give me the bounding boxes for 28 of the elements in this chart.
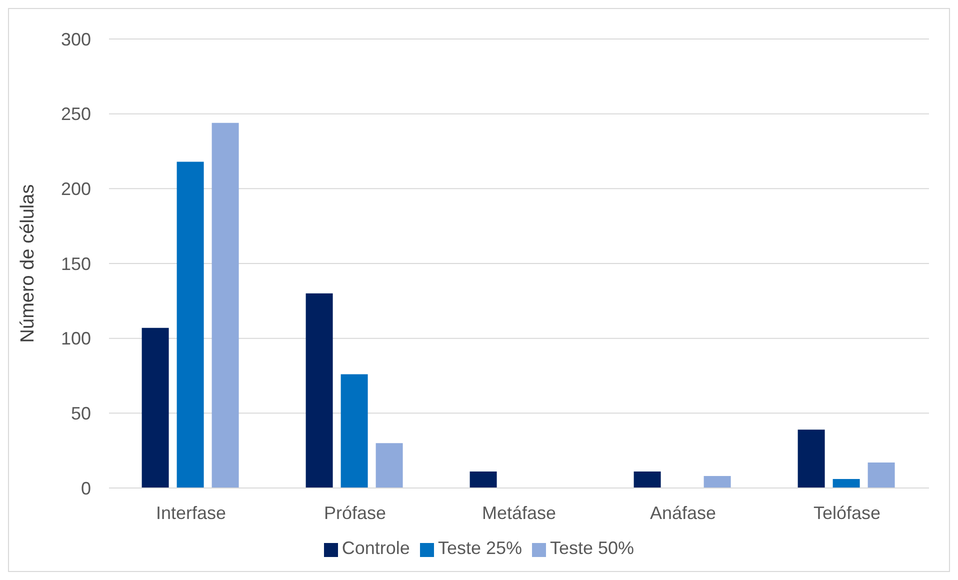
bar <box>470 472 497 488</box>
x-tick-label: Metáfase <box>482 502 556 523</box>
bar <box>798 430 825 488</box>
y-tick-label: 150 <box>60 254 91 274</box>
bar <box>306 293 333 488</box>
y-tick-label: 0 <box>80 478 91 498</box>
bar <box>832 479 860 488</box>
legend-label: Controle <box>342 538 410 558</box>
bar <box>340 374 368 488</box>
y-tick-label: 50 <box>70 404 91 424</box>
y-axis-title: Número de células <box>18 184 39 343</box>
legend-label: Teste 50% <box>550 538 634 558</box>
bar <box>634 472 661 488</box>
x-tick-label: Interfase <box>156 502 226 523</box>
bar <box>142 328 169 488</box>
y-tick-label: 100 <box>60 328 91 349</box>
bar <box>376 443 403 488</box>
y-tick-label: 250 <box>60 104 91 124</box>
y-tick-label: 200 <box>60 179 91 200</box>
bar <box>176 162 204 488</box>
legend-label: Teste 25% <box>438 538 522 558</box>
y-tick-label: 300 <box>60 29 91 50</box>
x-tick-label: Telófase <box>813 502 881 523</box>
bar <box>868 462 895 488</box>
bar <box>212 122 239 488</box>
bar <box>704 476 731 488</box>
x-tick-label: Prófase <box>324 502 386 523</box>
x-tick-label: Anáfase <box>650 502 716 523</box>
